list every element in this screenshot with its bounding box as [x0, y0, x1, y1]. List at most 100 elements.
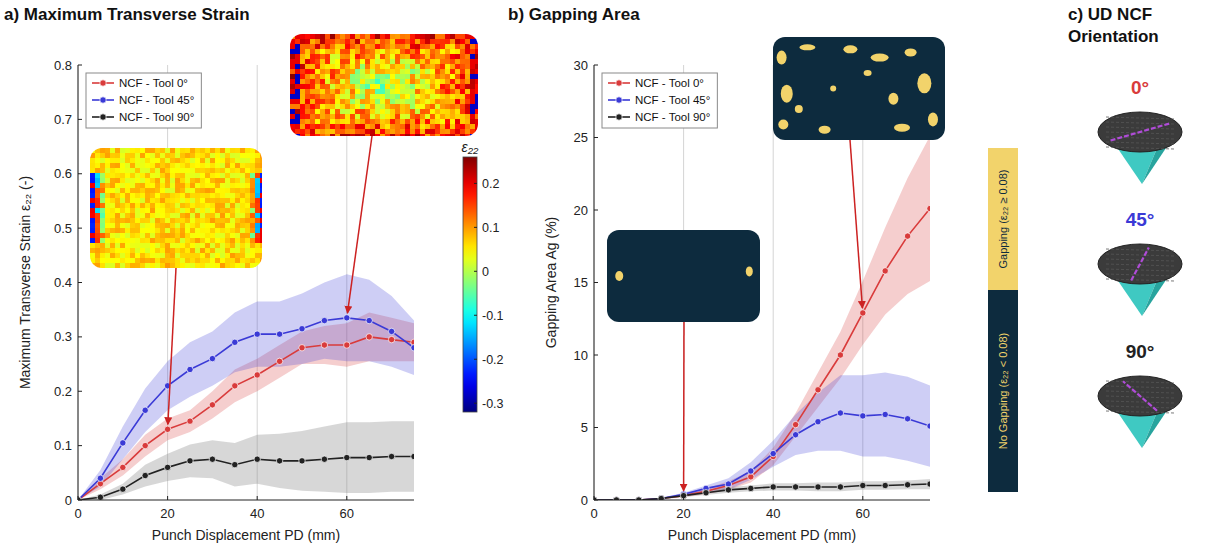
strain-cell: [290, 99, 295, 104]
strain-cell: [140, 198, 145, 203]
strain-cell: [375, 114, 380, 119]
strain-cell: [170, 203, 175, 208]
strain-cell: [90, 203, 95, 208]
strain-cell: [110, 168, 115, 173]
x-tick-label: 60: [340, 506, 354, 521]
strain-cell: [170, 188, 175, 193]
strain-cell: [150, 263, 155, 268]
strain-cell: [140, 163, 145, 168]
strain-cell: [225, 228, 230, 233]
strain-cell: [460, 134, 465, 136]
strain-cell: [100, 248, 105, 253]
strain-cell: [250, 193, 255, 198]
strain-cell: [420, 49, 425, 54]
strain-cell: [365, 94, 370, 99]
strain-cell: [260, 213, 262, 218]
strain-cell: [220, 178, 225, 183]
strain-cell: [450, 44, 455, 49]
strain-cell: [400, 64, 405, 69]
strain-cell: [260, 178, 262, 183]
strain-cell: [150, 198, 155, 203]
strain-cell: [260, 158, 262, 163]
strain-cell: [315, 59, 320, 64]
strain-cell: [230, 208, 235, 213]
strain-cell: [100, 263, 105, 268]
strain-cell: [135, 238, 140, 243]
colorbar-tick: [474, 359, 477, 360]
strain-cell: [380, 99, 385, 104]
series-point: [815, 484, 821, 490]
strain-cell: [365, 124, 370, 129]
strain-cell: [175, 183, 180, 188]
strain-field-inset: [90, 148, 262, 268]
strain-cell: [155, 243, 160, 248]
strain-cell: [150, 188, 155, 193]
strain-cell: [185, 168, 190, 173]
strain-cell: [105, 153, 110, 158]
strain-cell: [205, 218, 210, 223]
strain-cell: [210, 168, 215, 173]
strain-cell: [295, 114, 300, 119]
strain-cell: [290, 34, 295, 39]
strain-cell: [190, 258, 195, 263]
series-point: [344, 342, 350, 348]
strain-cell: [375, 134, 380, 136]
series-point: [142, 407, 148, 413]
strain-cell: [230, 248, 235, 253]
strain-cell: [195, 168, 200, 173]
colorbar-tick: [474, 403, 477, 404]
strain-cell: [310, 134, 315, 136]
strain-cell: [400, 49, 405, 54]
strain-cell: [250, 153, 255, 158]
strain-cell: [425, 104, 430, 109]
strain-cell: [155, 173, 160, 178]
strain-cell: [220, 238, 225, 243]
strain-cell: [105, 258, 110, 263]
strain-cell: [95, 183, 100, 188]
strain-cell: [375, 64, 380, 69]
strain-cell: [470, 124, 475, 129]
strain-cell: [375, 124, 380, 129]
strain-cell: [410, 89, 415, 94]
strain-cell: [240, 198, 245, 203]
strain-cell: [330, 39, 335, 44]
strain-cell: [225, 248, 230, 253]
strain-cell: [165, 243, 170, 248]
strain-cell: [225, 218, 230, 223]
strain-cell: [225, 263, 230, 268]
strain-cell: [335, 49, 340, 54]
strain-cell: [235, 193, 240, 198]
strain-cell: [220, 168, 225, 173]
strain-cell: [220, 208, 225, 213]
strain-cell: [475, 74, 478, 79]
strain-cell: [90, 238, 95, 243]
strain-cell: [125, 263, 130, 268]
strain-cell: [140, 203, 145, 208]
strain-cell: [245, 248, 250, 253]
strain-cell: [260, 168, 262, 173]
strain-cell: [310, 44, 315, 49]
strain-cell: [450, 99, 455, 104]
strain-cell: [250, 233, 255, 238]
strain-cell: [320, 114, 325, 119]
x-tick-label: 20: [676, 506, 690, 521]
strain-cell: [95, 158, 100, 163]
strain-cell: [210, 248, 215, 253]
strain-cell: [175, 253, 180, 258]
strain-cell: [245, 178, 250, 183]
strain-cell: [135, 253, 140, 258]
strain-cell: [350, 49, 355, 54]
strain-cell: [100, 253, 105, 258]
strain-cell: [95, 178, 100, 183]
strain-cell: [115, 223, 120, 228]
strain-cell: [405, 54, 410, 59]
strain-cell: [195, 188, 200, 193]
strain-cell: [205, 233, 210, 238]
strain-cell: [400, 109, 405, 114]
strain-cell: [105, 213, 110, 218]
strain-cell: [440, 54, 445, 59]
x-tick: [257, 496, 258, 500]
strain-cell: [330, 124, 335, 129]
strain-cell: [260, 148, 262, 153]
strain-cell: [150, 163, 155, 168]
